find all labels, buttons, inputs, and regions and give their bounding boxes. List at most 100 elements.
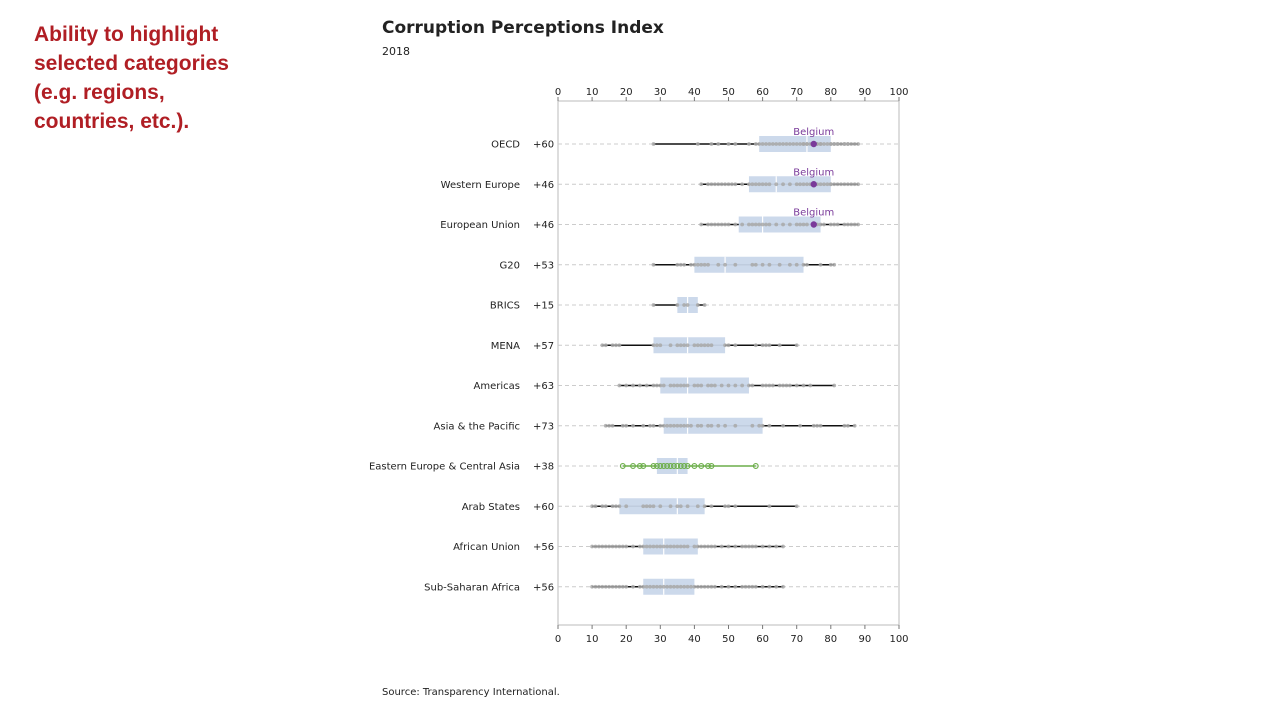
data-point [712, 383, 717, 388]
data-point [726, 222, 731, 227]
data-point [644, 383, 649, 388]
data-point [651, 343, 656, 348]
data-point [852, 142, 857, 146]
data-point [740, 182, 745, 187]
data-point [787, 383, 792, 388]
data-point [818, 222, 823, 227]
x-tick-label-bottom: 100 [889, 634, 908, 645]
data-point [675, 262, 680, 267]
data-point [747, 222, 751, 227]
data-point [651, 504, 656, 509]
data-point [674, 463, 681, 469]
data-point [651, 423, 656, 428]
data-point [805, 262, 809, 267]
data-point [706, 222, 710, 227]
data-point [723, 504, 727, 509]
data-point [682, 383, 687, 388]
data-point [620, 544, 625, 549]
data-point [695, 383, 700, 388]
data-point [661, 383, 666, 388]
data-point [767, 504, 772, 509]
data-point [770, 383, 775, 388]
data-point [660, 463, 667, 469]
data-point [832, 222, 837, 227]
category-row: BRICS +15 [490, 297, 707, 313]
data-point [590, 544, 594, 549]
data-point [665, 423, 670, 428]
data-point [648, 423, 652, 428]
data-point [747, 142, 751, 146]
data-point [709, 504, 714, 509]
data-point [801, 383, 806, 388]
data-point [620, 584, 625, 589]
data-point [699, 222, 704, 227]
iqr-box [656, 458, 688, 474]
x-tick-label-bottom: 80 [824, 634, 837, 645]
data-point [695, 343, 700, 348]
data-point [716, 262, 721, 267]
data-point [651, 262, 656, 267]
data-point [801, 222, 806, 227]
data-point [767, 544, 772, 549]
data-point [832, 182, 837, 187]
data-point [839, 182, 843, 187]
data-point [603, 504, 608, 509]
data-point [617, 383, 622, 388]
data-point [678, 383, 683, 388]
data-point [716, 182, 721, 187]
data-point [706, 343, 710, 348]
data-point [767, 182, 772, 187]
x-tick-label-bottom: 20 [620, 634, 633, 645]
category-count: +53 [533, 260, 554, 271]
data-point [706, 262, 710, 267]
data-point [757, 423, 762, 428]
data-point [856, 182, 860, 187]
data-point [723, 182, 727, 187]
data-point [856, 142, 860, 146]
category-label: OECD [491, 140, 520, 151]
data-point [685, 584, 690, 589]
data-point [712, 544, 717, 549]
data-point [641, 584, 646, 589]
data-point [695, 303, 700, 307]
data-point [692, 544, 697, 549]
data-point [692, 262, 697, 267]
data-point [767, 343, 772, 348]
data-point [657, 463, 664, 469]
data-point [672, 544, 676, 549]
data-point [624, 504, 629, 509]
data-point [677, 463, 684, 469]
data-point [654, 584, 659, 589]
data-point [637, 383, 642, 388]
data-point [747, 584, 751, 589]
data-point [787, 142, 792, 146]
data-point [709, 343, 714, 348]
data-point [698, 463, 705, 469]
category-row: Eastern Europe & Central Asia +38 [369, 458, 759, 474]
data-point [719, 544, 724, 549]
data-point [681, 463, 688, 469]
data-point [631, 383, 635, 388]
data-point [767, 423, 772, 428]
data-point [805, 182, 809, 187]
data-point [654, 343, 659, 348]
data-point [781, 222, 785, 227]
data-point [726, 584, 731, 589]
data-point [706, 544, 710, 549]
data-point [603, 423, 608, 428]
data-point [733, 142, 738, 146]
data-point [764, 383, 768, 388]
data-point [828, 262, 833, 267]
data-point [822, 142, 826, 146]
data-point [747, 544, 751, 549]
data-point [672, 584, 676, 589]
data-point [650, 463, 657, 469]
data-point [798, 182, 803, 187]
data-point [675, 383, 680, 388]
data-point [764, 222, 768, 227]
data-point [832, 262, 837, 267]
data-point [787, 262, 792, 267]
data-point [794, 504, 799, 509]
data-point [750, 262, 755, 267]
data-point [709, 142, 714, 146]
